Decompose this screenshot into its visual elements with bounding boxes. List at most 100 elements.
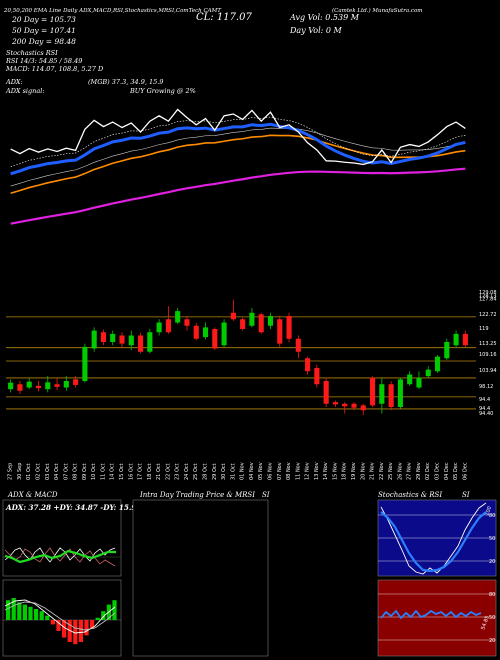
- price-axis-label: 94.4: [479, 406, 490, 412]
- date-label: 22 Oct: [165, 463, 171, 480]
- date-label: 12 Nov: [305, 462, 311, 480]
- date-label: 04 Nov: [249, 462, 255, 480]
- candle: [360, 405, 366, 411]
- candle: [323, 381, 329, 404]
- macd-bar: [73, 620, 78, 645]
- legend-rsi: Stochastics RSI: [6, 49, 58, 57]
- rsi-value: 54.85: [480, 615, 491, 631]
- stoch-right-label-50: 50: [489, 536, 495, 542]
- price-axis-label: 122.72: [479, 312, 497, 318]
- date-label: 07 Nov: [277, 462, 283, 480]
- date-label: 30 Sep: [17, 463, 23, 480]
- header-ticker: 20,50,200 EMA Line Daily ADX,MACD,RSI,St…: [3, 8, 221, 14]
- candle: [332, 402, 338, 405]
- candle: [54, 384, 60, 387]
- date-label: 11 Oct: [100, 463, 106, 480]
- rsi-right-label-80: 80: [489, 592, 495, 598]
- macd-histogram: [6, 598, 117, 645]
- stoch-d-line: [380, 511, 487, 573]
- legend-adx: ADX:: [5, 78, 23, 86]
- date-label: 24 Oct: [184, 463, 190, 480]
- intraday-panel: [132, 499, 269, 657]
- candle: [351, 403, 357, 408]
- date-label: 13 Nov: [314, 462, 320, 480]
- candle: [267, 316, 274, 326]
- candle: [295, 338, 301, 352]
- price-axis-label: 94.40: [479, 411, 493, 417]
- date-label: 05 Nov: [258, 462, 264, 480]
- candle: [175, 311, 181, 323]
- date-label: 02 Oct: [35, 463, 41, 480]
- rsi-line: [380, 609, 482, 620]
- price-axis-label: 94.4: [479, 397, 490, 403]
- date-label: 02 Dec: [425, 462, 431, 480]
- price-axis-label: 103.94: [479, 368, 497, 374]
- date-label: 04 Dec: [444, 462, 450, 480]
- date-label: 01 Oct: [26, 463, 32, 480]
- macd-bar: [90, 620, 95, 629]
- candle: [258, 314, 264, 333]
- date-label: 22 Nov: [379, 462, 385, 480]
- candle: [119, 335, 125, 344]
- stoch-level: 100: [484, 506, 493, 517]
- candle: [462, 333, 468, 346]
- intraday-panel-tag: SI: [262, 491, 270, 499]
- candle: [416, 377, 422, 388]
- date-label: 29 Oct: [212, 463, 218, 480]
- macd-bar: [11, 598, 16, 620]
- macd-bar: [112, 600, 117, 620]
- candle: [156, 322, 162, 333]
- macd-bar: [17, 602, 22, 620]
- date-label: 18 Nov: [342, 462, 348, 480]
- candle: [82, 346, 88, 381]
- candle: [128, 335, 134, 346]
- candle: [138, 335, 144, 352]
- date-label: 04 Oct: [54, 463, 60, 480]
- ema50-line: [10, 134, 466, 195]
- macd-bar: [95, 617, 100, 620]
- candle: [193, 325, 199, 339]
- date-label: 17 Oct: [138, 463, 144, 480]
- candle: [184, 319, 190, 326]
- date-label: 25 Nov: [388, 462, 394, 480]
- legend-ema20: 20 Day = 105.73: [11, 15, 76, 24]
- macd-bar: [62, 620, 67, 638]
- candle: [453, 333, 459, 346]
- macd-bar: [6, 600, 11, 620]
- candle: [370, 377, 376, 406]
- candle: [17, 384, 23, 391]
- ema-dotted-line: [10, 116, 466, 167]
- candle: [286, 316, 292, 339]
- date-label: 16 Oct: [128, 463, 134, 480]
- candle: [147, 332, 153, 352]
- adx-readout: ADX: 37.28 +DY: 34.87 -DY: 15.93: [5, 503, 141, 512]
- price-axis-label: 127.84: [479, 297, 497, 303]
- legend-macd: MACD: 114.07, 108.8, 5.27 D: [5, 65, 104, 73]
- date-label: 26 Nov: [397, 462, 403, 480]
- candle: [407, 374, 413, 385]
- legend-stoch: RSI 14/3: 54.85 / 58.49: [5, 57, 82, 65]
- candle: [434, 356, 441, 372]
- day-vol-label: Day Vol: 0 M: [289, 26, 343, 35]
- macd-signal-line: [4, 601, 116, 631]
- candle: [26, 381, 32, 388]
- adx-panel-title: ADX & MACD: [7, 491, 58, 499]
- candle: [388, 384, 394, 407]
- macd-bar: [84, 620, 89, 636]
- date-label: 07 Oct: [63, 463, 69, 480]
- price-axis-label: 129.08: [479, 290, 497, 296]
- ema20-line: [10, 122, 466, 176]
- macd-bar: [39, 611, 44, 620]
- price-axis-label: 128.13: [479, 294, 497, 300]
- envelope-line: [10, 127, 466, 187]
- legend-ema200: 200 Day = 98.48: [11, 37, 76, 46]
- close-label: CL: 117.07: [196, 12, 252, 23]
- candles: [8, 299, 468, 416]
- date-label: 21 Oct: [156, 463, 162, 480]
- macd-bar: [78, 620, 83, 642]
- rsi-right-label-50: 50: [489, 615, 495, 621]
- stoch-right-label-80: 80: [489, 513, 495, 519]
- candle: [305, 358, 311, 372]
